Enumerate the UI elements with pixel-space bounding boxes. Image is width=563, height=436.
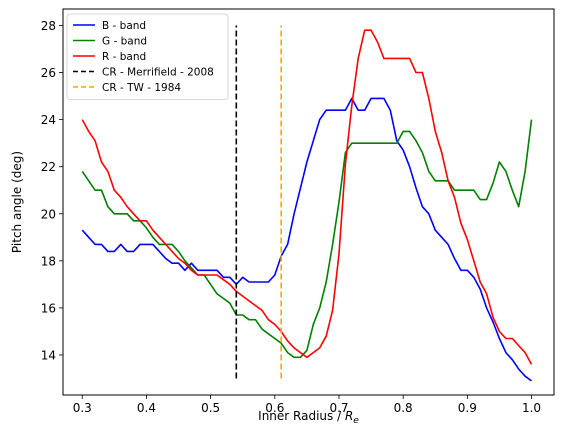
y-tick-label: 16 <box>41 301 56 315</box>
series-line-g-band <box>81 119 533 359</box>
x-axis: 0.3 0.4 0.5 0.6 0.7 0.8 0.9 1.0 <box>73 395 541 415</box>
x-axis-label: Inner Radius / Re <box>258 409 359 426</box>
x-tick-label: 0.5 <box>201 401 220 415</box>
x-axis-label-subscript: e <box>353 416 359 426</box>
y-tick-label: 22 <box>41 160 56 174</box>
legend-label-cr-tw-1984: CR - TW - 1984 <box>102 82 181 94</box>
y-tick-label: 28 <box>41 19 56 33</box>
y-tick-label: 26 <box>41 66 56 80</box>
legend-label-b-band: B - band <box>102 20 146 32</box>
legend-label-g-band: G - band <box>102 36 147 48</box>
plot-area <box>62 8 555 396</box>
legend-label-r-band: R - band <box>102 51 146 63</box>
y-axis-label: Pitch angle (deg) <box>10 151 24 253</box>
series-layer <box>81 25 533 382</box>
legend-label-cr-merrifield-2008: CR - Merrifield - 2008 <box>102 67 214 79</box>
x-tick-label: 0.4 <box>137 401 156 415</box>
y-tick-label: 20 <box>41 207 56 221</box>
series-line-b-band <box>81 97 532 382</box>
legend-box <box>66 13 229 100</box>
x-tick-label: 0.9 <box>458 401 477 415</box>
y-tick-label: 14 <box>41 348 56 362</box>
y-tick-label: 24 <box>41 113 56 127</box>
x-tick-label: 1.0 <box>522 401 541 415</box>
legend: B - band G - band R - band CR - Merrifield … <box>66 13 229 100</box>
x-axis-label-math: R <box>345 409 353 423</box>
x-axis-label-text: Inner Radius / <box>258 409 345 423</box>
series-line-r-band <box>81 29 533 365</box>
axes-frame <box>62 8 555 396</box>
y-axis: 14 16 18 20 22 24 26 28 <box>41 19 63 362</box>
x-tick-label: 0.8 <box>394 401 413 415</box>
x-tick-label: 0.3 <box>73 401 92 415</box>
y-tick-label: 18 <box>41 254 56 268</box>
x-tick-label: 0.7 <box>329 401 348 415</box>
x-tick-label: 0.6 <box>265 401 284 415</box>
